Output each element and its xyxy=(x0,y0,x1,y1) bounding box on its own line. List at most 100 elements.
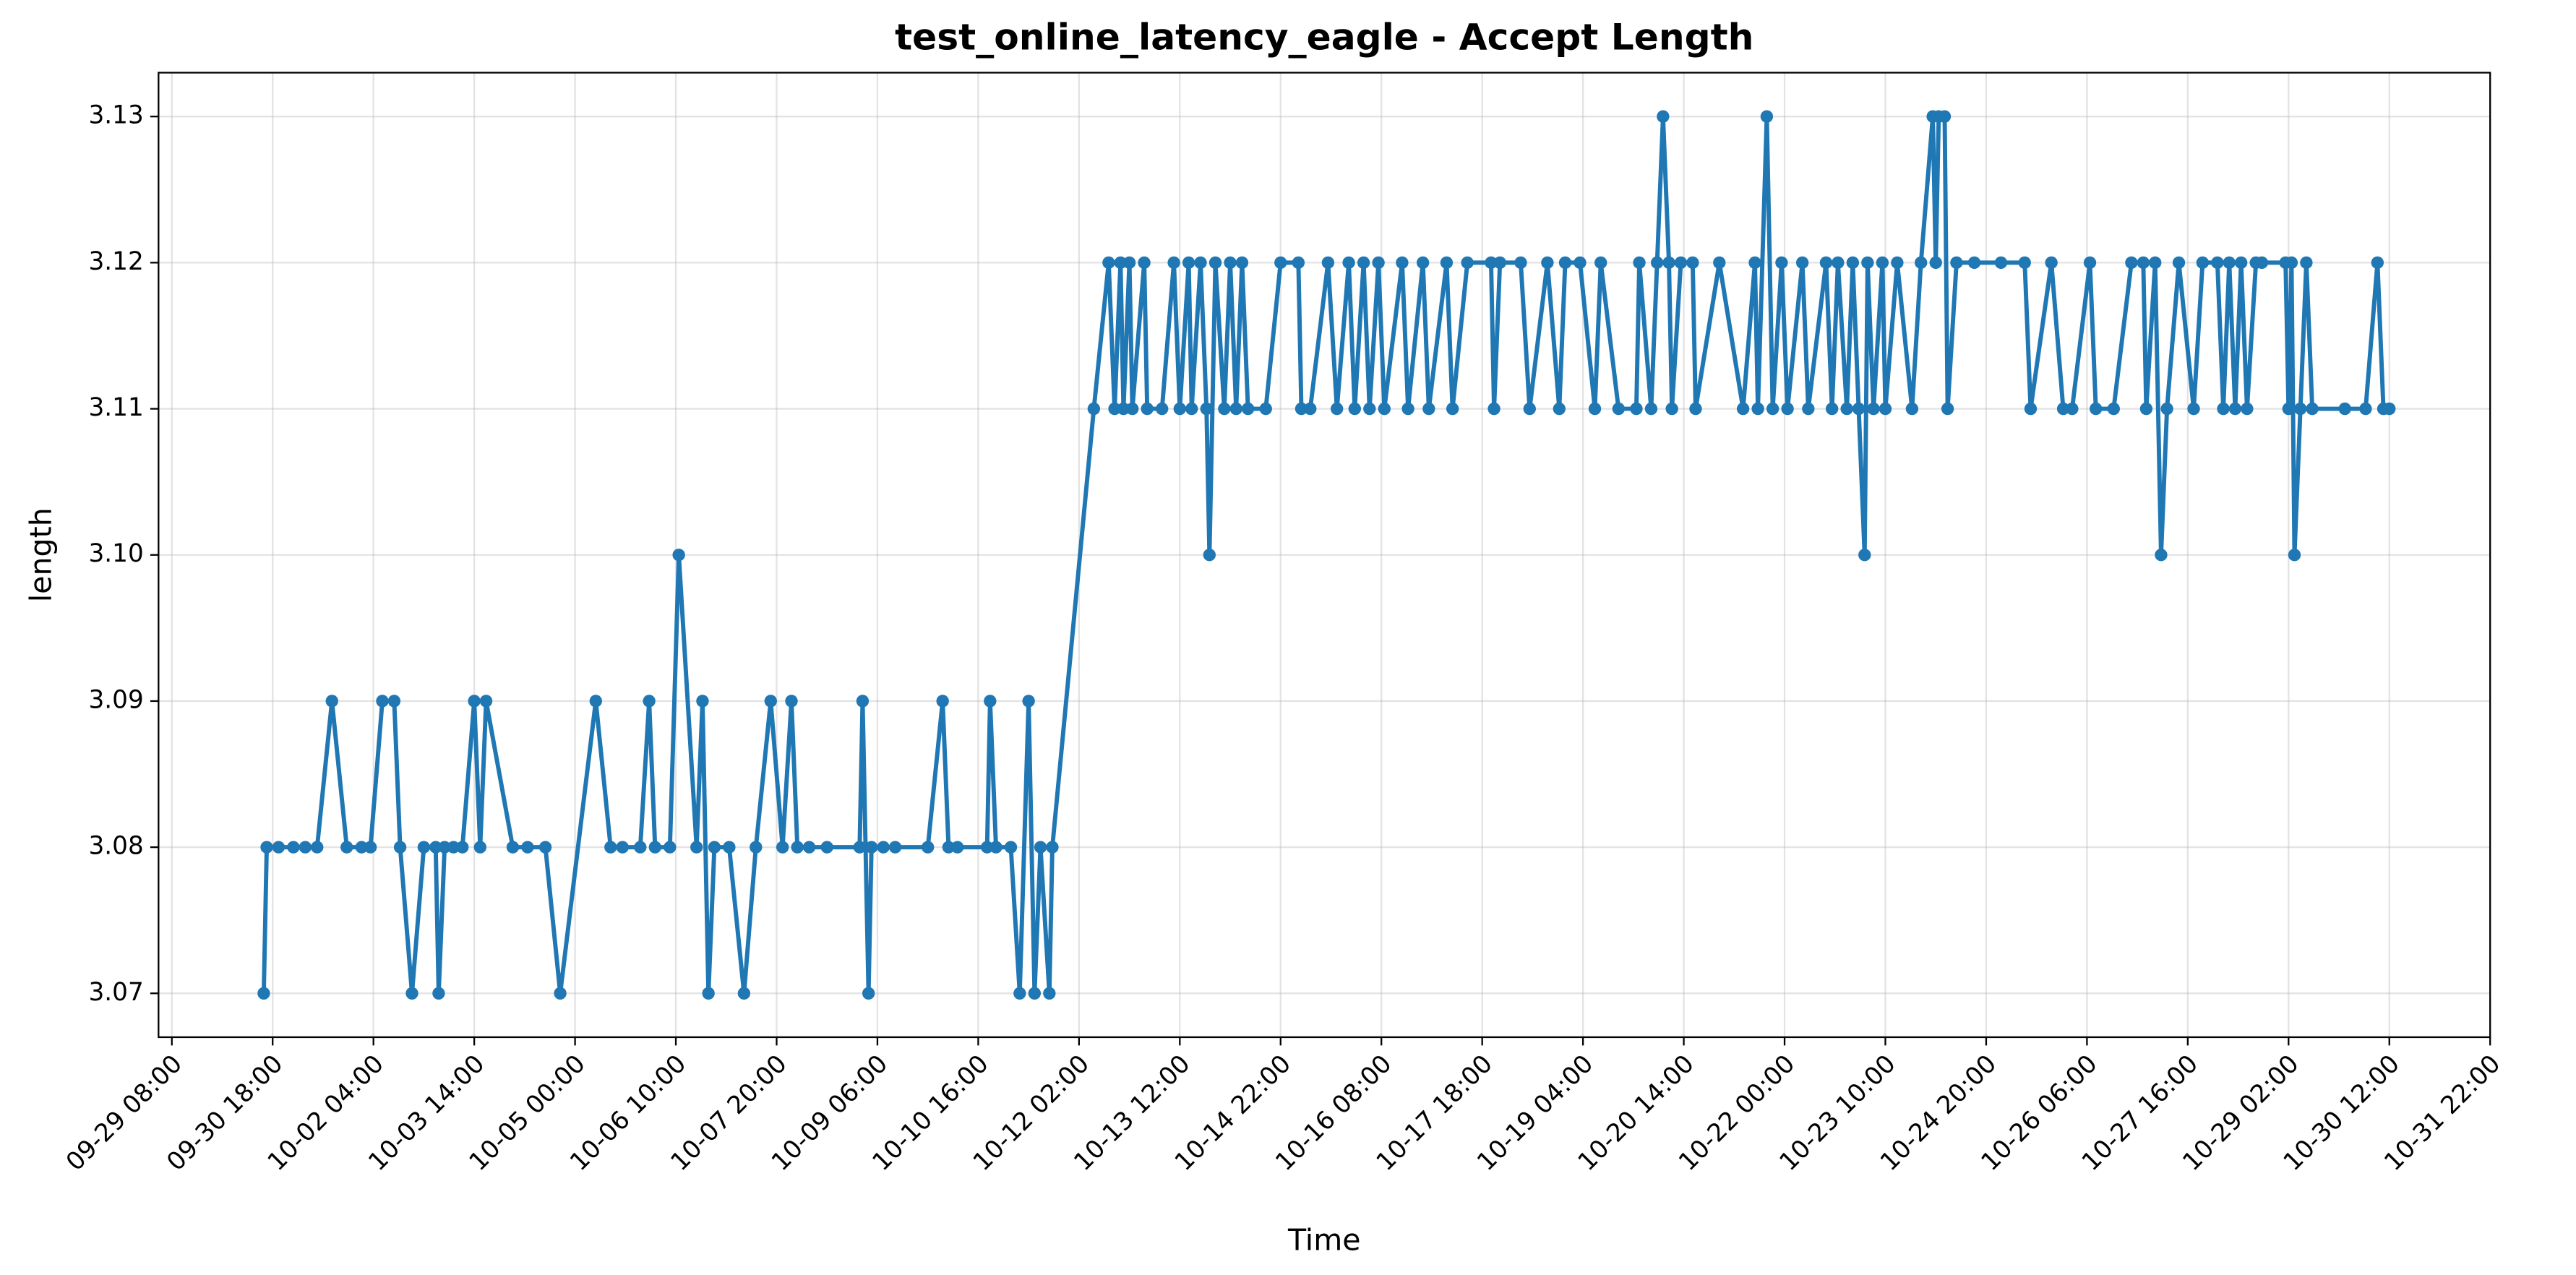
data-point xyxy=(1541,256,1554,270)
data-point xyxy=(1840,402,1853,416)
data-point xyxy=(2359,402,2372,416)
data-point xyxy=(1588,402,1602,416)
data-point xyxy=(257,987,270,1000)
data-point xyxy=(1013,987,1026,1000)
data-point xyxy=(2338,402,2351,416)
data-point xyxy=(432,987,445,1000)
data-point xyxy=(1461,256,1474,270)
data-point xyxy=(1378,402,1391,416)
data-point xyxy=(643,695,656,708)
data-point xyxy=(1650,256,1664,270)
data-point xyxy=(417,841,431,854)
data-point xyxy=(2223,256,2236,270)
data-point xyxy=(1775,256,1788,270)
data-point xyxy=(1274,256,1287,270)
data-point xyxy=(1644,402,1658,416)
data-point xyxy=(2139,402,2153,416)
data-point xyxy=(355,841,368,854)
data-point xyxy=(468,695,481,708)
data-point xyxy=(1034,841,1047,854)
data-point xyxy=(479,695,493,708)
data-point xyxy=(853,841,867,854)
data-point xyxy=(2255,256,2269,270)
data-point xyxy=(2383,402,2396,416)
data-point xyxy=(1194,256,1207,270)
data-point xyxy=(1558,256,1572,270)
y-tick-label: 3.12 xyxy=(88,247,143,276)
data-point xyxy=(1203,549,1216,562)
data-point xyxy=(951,841,964,854)
data-point xyxy=(764,695,777,708)
data-point xyxy=(1819,256,1833,270)
data-point xyxy=(1941,402,1954,416)
data-point xyxy=(2137,256,2150,270)
data-point xyxy=(1795,256,1809,270)
data-point xyxy=(1766,402,1779,416)
data-point xyxy=(690,841,703,854)
data-point xyxy=(1218,402,1231,416)
data-point xyxy=(1241,402,1255,416)
data-point xyxy=(942,841,956,854)
data-point xyxy=(820,841,833,854)
data-point xyxy=(456,841,469,854)
data-point xyxy=(1748,256,1761,270)
data-point xyxy=(473,841,487,854)
data-point xyxy=(1363,402,1376,416)
data-point xyxy=(2107,402,2120,416)
data-point xyxy=(1657,110,1670,123)
data-point xyxy=(1138,256,1151,270)
y-tick-label: 3.13 xyxy=(88,101,143,130)
data-point xyxy=(1200,402,1213,416)
data-point xyxy=(802,841,816,854)
data-point xyxy=(981,841,994,854)
data-point xyxy=(634,841,647,854)
data-point xyxy=(1259,402,1272,416)
data-point xyxy=(2282,402,2295,416)
data-point xyxy=(1994,256,2008,270)
data-point xyxy=(387,695,401,708)
data-point xyxy=(1122,256,1136,270)
data-point xyxy=(447,841,460,854)
data-point xyxy=(1967,256,1981,270)
data-point xyxy=(340,841,353,854)
data-point xyxy=(1348,402,1361,416)
data-point xyxy=(1736,402,1750,416)
data-point xyxy=(664,841,677,854)
data-point xyxy=(1665,402,1678,416)
data-point xyxy=(616,841,629,854)
data-point xyxy=(1612,402,1626,416)
data-point xyxy=(1208,256,1222,270)
data-point xyxy=(1295,402,1308,416)
data-point xyxy=(1514,256,1527,270)
data-point xyxy=(696,695,709,708)
data-point xyxy=(2172,256,2186,270)
data-point xyxy=(1802,402,1815,416)
data-point xyxy=(2234,256,2248,270)
data-point xyxy=(672,549,685,562)
data-point xyxy=(1905,402,1919,416)
data-point xyxy=(393,841,407,854)
chart-title: test_online_latency_eagle - Accept Lengt… xyxy=(895,15,1753,58)
data-point xyxy=(1751,402,1764,416)
data-point xyxy=(438,841,451,854)
data-point xyxy=(1523,402,1536,416)
data-point xyxy=(429,841,442,854)
data-point xyxy=(1235,256,1249,270)
data-point xyxy=(1633,256,1646,270)
data-point xyxy=(1852,402,1866,416)
data-point xyxy=(737,987,751,1000)
data-point xyxy=(405,987,418,1000)
data-point xyxy=(2083,256,2097,270)
y-tick-label: 3.11 xyxy=(88,393,143,422)
data-point xyxy=(1321,256,1335,270)
data-point xyxy=(1224,256,1237,270)
data-point xyxy=(1043,987,1056,1000)
data-point xyxy=(604,841,617,854)
data-point xyxy=(1573,256,1587,270)
data-point xyxy=(2241,402,2254,416)
data-point xyxy=(888,841,902,854)
data-point xyxy=(2187,402,2200,416)
data-point xyxy=(2066,402,2079,416)
data-point xyxy=(1022,695,1035,708)
